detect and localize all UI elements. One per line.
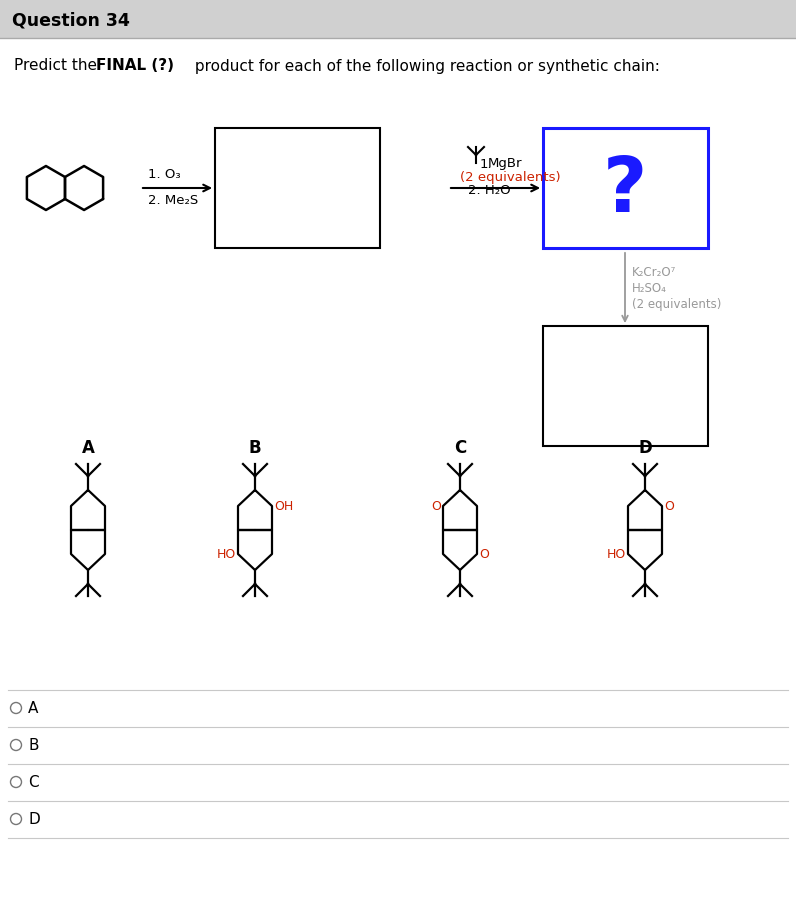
Bar (215, 128, 380, 248)
Text: B: B (28, 738, 38, 752)
Text: 2. H₂O: 2. H₂O (468, 183, 510, 196)
Text: 1.: 1. (480, 158, 493, 171)
Bar (0, 0, 796, 38)
Text: product for each of the following reaction or synthetic chain:: product for each of the following reacti… (190, 58, 660, 74)
Text: K₂Cr₂O⁷: K₂Cr₂O⁷ (632, 266, 677, 278)
Text: D: D (638, 439, 652, 457)
Text: Predict the: Predict the (14, 58, 102, 74)
Text: D: D (28, 811, 40, 826)
Text: A: A (81, 439, 95, 457)
Text: HO: HO (217, 548, 236, 561)
Text: B: B (248, 439, 261, 457)
Text: A: A (28, 701, 38, 715)
Text: C: C (454, 439, 466, 457)
Text: OH: OH (274, 500, 293, 513)
Text: ?: ? (603, 154, 647, 228)
Bar (543, 128, 708, 248)
Text: H₂SO₄: H₂SO₄ (632, 281, 667, 294)
Text: (2 equivalents): (2 equivalents) (460, 171, 560, 183)
Text: FINAL (?): FINAL (?) (96, 58, 174, 74)
Text: C: C (28, 774, 39, 789)
Text: O: O (431, 500, 441, 513)
Text: 1. O₃: 1. O₃ (148, 169, 181, 182)
Text: Question 34: Question 34 (12, 11, 130, 29)
Text: O: O (479, 548, 489, 561)
Text: MgBr: MgBr (488, 158, 522, 171)
Bar (543, 326, 708, 446)
Text: (2 equivalents): (2 equivalents) (632, 298, 721, 311)
Text: HO: HO (607, 548, 626, 561)
Text: O: O (664, 500, 674, 513)
Text: 2. Me₂S: 2. Me₂S (148, 194, 198, 207)
